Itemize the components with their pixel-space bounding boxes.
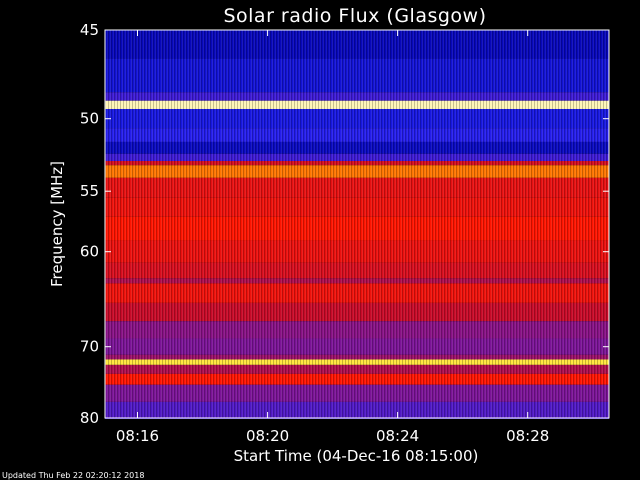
y-tick-label: 45 — [80, 21, 99, 39]
x-tick-label: 08:16 — [116, 427, 159, 445]
chart-title: Solar radio Flux (Glasgow) — [223, 5, 486, 27]
y-tick-label: 60 — [80, 243, 99, 261]
y-tick-label: 50 — [80, 110, 99, 128]
x-tick-label: 08:28 — [506, 427, 549, 445]
y-tick-label: 70 — [80, 338, 99, 356]
x-axis-label: Start Time (04-Dec-16 08:15:00) — [234, 447, 479, 465]
x-tick-label: 08:24 — [376, 427, 419, 445]
plot-area — [104, 29, 610, 419]
updated-timestamp: Updated Thu Feb 22 02:20:12 2018 — [2, 471, 144, 480]
y-axis-label: Frequency [MHz] — [48, 161, 66, 287]
x-axis: Start Time (04-Dec-16 08:15:00) 08:16 08:… — [116, 30, 549, 465]
noise-overlay — [105, 30, 609, 418]
x-tick-label: 08:20 — [246, 427, 289, 445]
y-tick-label: 80 — [80, 409, 99, 427]
y-tick-label: 55 — [80, 182, 99, 200]
plot-frame — [104, 29, 610, 419]
y-axis: Frequency [MHz] 45 50 55 60 70 80 — [48, 21, 609, 427]
